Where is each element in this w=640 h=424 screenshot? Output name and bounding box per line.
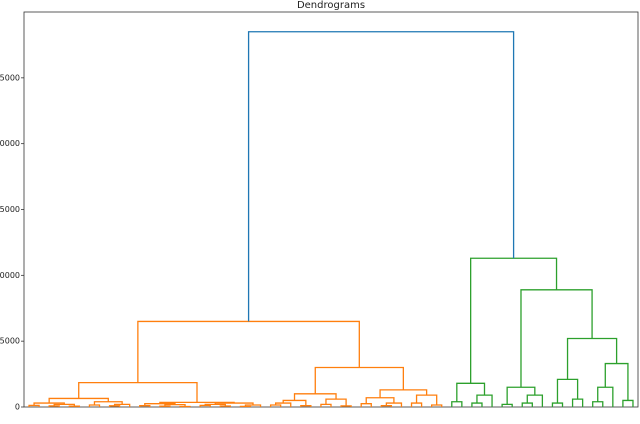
- y-tick-label: 10000: [0, 271, 20, 280]
- link: [566, 337, 618, 380]
- y-tick-label: 5000: [0, 337, 20, 346]
- link: [597, 386, 614, 407]
- link: [159, 401, 235, 404]
- link: [204, 403, 226, 407]
- link: [622, 399, 634, 407]
- plot-frame: [23, 11, 639, 408]
- link: [592, 401, 604, 407]
- link: [340, 405, 352, 407]
- link: [506, 386, 536, 405]
- link: [520, 289, 593, 388]
- chart-title: Dendrograms: [297, 0, 365, 11]
- link: [604, 362, 629, 401]
- y-tick-label: 20000: [0, 139, 20, 148]
- link: [451, 401, 463, 407]
- link: [113, 403, 131, 407]
- link: [239, 405, 252, 407]
- link: [320, 403, 332, 407]
- link: [137, 320, 360, 383]
- link: [247, 31, 515, 322]
- link: [78, 381, 198, 403]
- y-tick-label: 15000: [0, 205, 20, 214]
- link: [521, 402, 533, 407]
- link: [501, 403, 513, 407]
- link: [470, 257, 558, 384]
- y-tick-label: 25000: [0, 73, 20, 82]
- link: [379, 389, 428, 398]
- link: [571, 398, 584, 407]
- link: [410, 402, 423, 407]
- link: [282, 399, 307, 406]
- y-tick-label: 0: [15, 403, 20, 412]
- link: [48, 397, 109, 404]
- link: [385, 402, 403, 407]
- link: [179, 405, 191, 408]
- link: [53, 403, 75, 407]
- link: [476, 394, 493, 407]
- link: [456, 382, 486, 402]
- link: [551, 402, 564, 407]
- link: [471, 402, 483, 407]
- link: [526, 394, 544, 407]
- link: [48, 405, 60, 407]
- link: [360, 403, 372, 407]
